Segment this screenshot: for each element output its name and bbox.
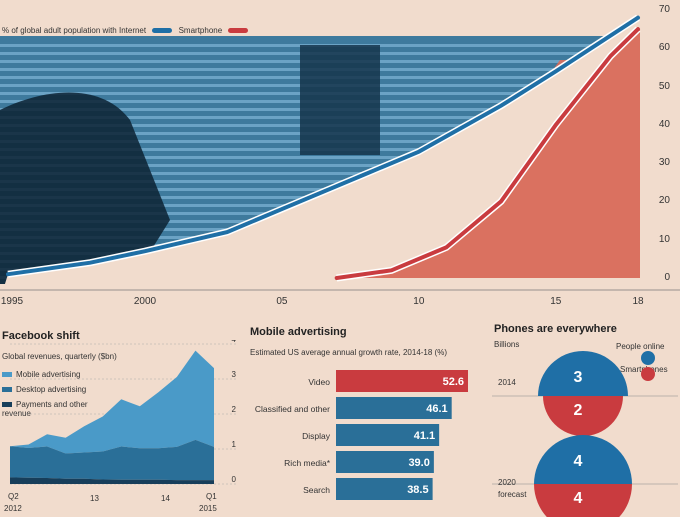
- smart-2014-halfcircle: [543, 396, 623, 436]
- facebook-title: Facebook shift: [2, 330, 80, 342]
- fb-x-2015: 2015: [199, 504, 217, 513]
- bar-category-label: Display: [302, 431, 331, 441]
- people-2020-halfcircle: [534, 435, 632, 484]
- bar-value-label: 52.6: [443, 376, 464, 388]
- bar-category-label: Search: [303, 485, 330, 495]
- blind-slat: [0, 180, 640, 183]
- monitor-silhouette: [300, 45, 380, 155]
- bar-category-label: Rich media*: [284, 458, 331, 468]
- fb-legend-payments: Payments and other revenue: [2, 400, 102, 418]
- phones-unit: Billions: [494, 340, 520, 349]
- smart-2014-value: 2: [573, 402, 583, 419]
- legend-internet-label: % of global adult population with Intern…: [2, 26, 147, 35]
- bar-value-label: 46.1: [426, 403, 447, 415]
- blind-slat: [0, 164, 640, 167]
- fb-x-2012: 2012: [4, 504, 22, 513]
- internet-series-line: [6, 15, 640, 277]
- mobile-ad-title: Mobile advertising: [250, 326, 347, 338]
- main-x-tick: 18: [632, 296, 644, 307]
- fb-area-1: [10, 439, 214, 481]
- fb-area-2: [10, 350, 214, 454]
- facebook-area-chart: 0 1 2 3 4: [10, 340, 237, 485]
- main-x-tick: 10: [413, 296, 425, 307]
- fb-x-q2: Q2: [8, 492, 19, 501]
- bar-category-label: Classified and other: [255, 404, 330, 414]
- legend-smartphone-swatch: [228, 28, 249, 34]
- main-x-tick: 1995: [0, 296, 24, 307]
- mobile-ad-subtitle: Estimated US average annual growth rate,…: [250, 348, 447, 357]
- person-silhouette: [0, 92, 170, 284]
- main-y-tick: 50: [658, 80, 670, 92]
- fb-legend-payments-swatch: [2, 402, 12, 407]
- phones-title: Phones are everywhere: [494, 323, 617, 335]
- smart-legend-dot: [641, 367, 655, 381]
- smartphone-photo-area: [336, 29, 640, 279]
- main-y-tick: 40: [658, 118, 670, 130]
- bar-value-label: 38.5: [407, 484, 428, 496]
- fb-legend-payments-label: Payments and other revenue: [2, 400, 88, 418]
- fb-y-tick: 1: [232, 440, 237, 449]
- phones-2020-label: 2020: [498, 478, 516, 487]
- bar: [336, 451, 434, 473]
- main-legend: % of global adult population with Intern…: [2, 26, 252, 35]
- legend-smartphone-label: Smartphone: [178, 26, 223, 35]
- main-y-tick: 30: [658, 157, 670, 169]
- people-legend-dot: [641, 351, 655, 365]
- bar: [336, 397, 452, 419]
- smartphone-series-line: [334, 27, 640, 280]
- main-x-tick: 05: [276, 296, 288, 307]
- phones-2014-label: 2014: [498, 378, 516, 387]
- main-y-tick: 70: [658, 4, 670, 15]
- fb-y-tick: 3: [232, 370, 237, 379]
- fb-y-tick: 2: [232, 405, 237, 414]
- fb-legend-mobile-label: Mobile advertising: [16, 370, 81, 379]
- fb-area-0: [10, 477, 214, 484]
- fb-legend-desktop-label: Desktop advertising: [16, 385, 87, 394]
- facebook-subtitle: Global revenues, quarterly ($bn): [2, 352, 117, 361]
- blind-slat: [0, 156, 640, 159]
- bar: [336, 478, 433, 500]
- fb-legend-desktop-swatch: [2, 387, 12, 392]
- people-2014-value: 3: [573, 369, 583, 386]
- fb-legend-desktop: Desktop advertising: [2, 385, 86, 394]
- people-2020-value: 4: [573, 453, 583, 470]
- phones-legend-people: People online: [616, 342, 665, 351]
- fb-x-14: 14: [161, 494, 170, 503]
- fb-y-tick: 4: [232, 340, 237, 344]
- smart-2020-halfcircle: [534, 484, 632, 517]
- phones-forecast-label: forecast: [498, 490, 527, 499]
- main-x-tick: 15: [550, 296, 562, 307]
- bar-value-label: 39.0: [408, 457, 429, 469]
- phones-diagram: [492, 351, 678, 517]
- main-y-tick: 60: [658, 42, 670, 54]
- main-y-tick: 20: [658, 195, 670, 207]
- bar-value-label: 41.1: [414, 430, 435, 442]
- bar-category-label: Video: [308, 377, 330, 387]
- main-x-tick: 2000: [133, 296, 157, 307]
- mobile-ad-bar-chart: Video 52.6 Classified and other 46.1 Display…: [255, 370, 468, 500]
- fb-legend-mobile-swatch: [2, 372, 12, 377]
- main-y-tick: 0: [664, 272, 670, 283]
- fb-y-tick: 0: [232, 475, 237, 484]
- smart-2020-value: 4: [573, 490, 583, 507]
- bar: [336, 424, 440, 446]
- main-y-tick: 10: [658, 233, 670, 245]
- people-2014-halfcircle: [538, 351, 628, 396]
- legend-internet-swatch: [152, 28, 173, 34]
- blind-slat: [0, 172, 640, 175]
- bar: [336, 370, 468, 392]
- internet-smartphone-chart: [0, 14, 680, 291]
- fb-legend-mobile: Mobile advertising: [2, 370, 80, 379]
- fb-x-q1: Q1: [206, 492, 217, 501]
- fb-x-13: 13: [90, 494, 99, 503]
